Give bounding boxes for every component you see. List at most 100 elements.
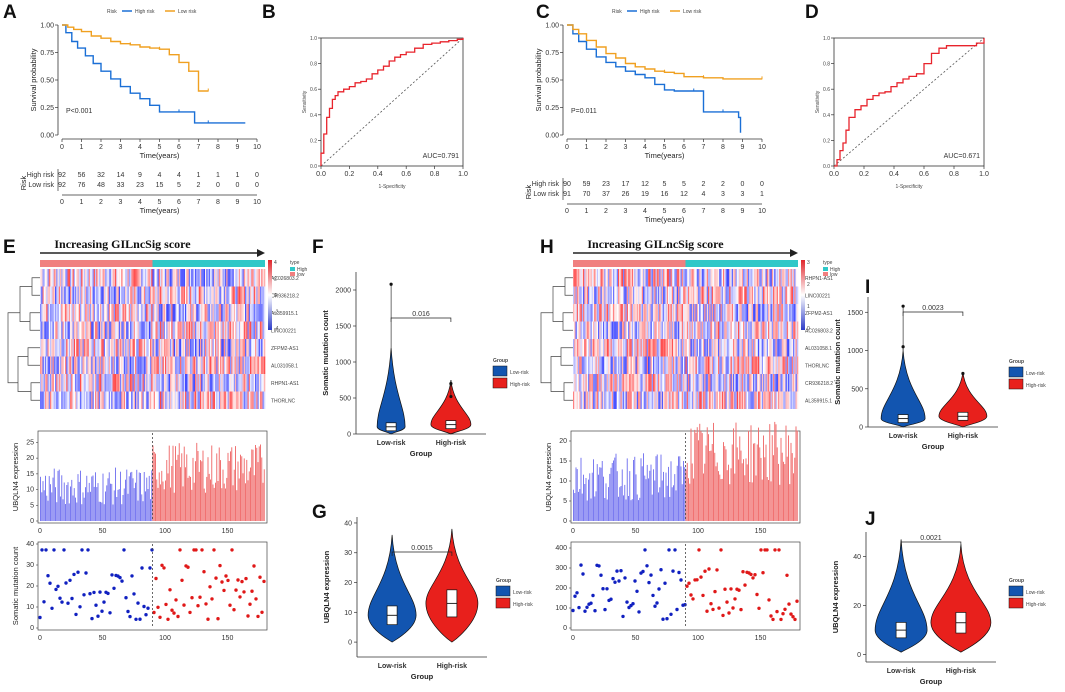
diagonal-reference-line	[320, 37, 464, 167]
heatmap-cell	[791, 339, 794, 357]
heatmap-cell	[629, 269, 631, 287]
heatmap-cell	[228, 356, 231, 374]
heatmap-cell	[91, 304, 93, 322]
heatmap-cell	[107, 321, 110, 339]
heatmap-cell	[660, 286, 663, 304]
heatmap-cell	[788, 321, 790, 339]
heatmap-cell	[116, 286, 118, 304]
heatmap-cell	[768, 286, 770, 304]
expression-bar	[225, 488, 226, 521]
heatmap-cell	[746, 374, 749, 392]
heatmap-cell	[73, 286, 76, 304]
heatmap-cell	[206, 286, 208, 304]
heatmap-cell	[625, 304, 628, 322]
heatmap-cell	[751, 356, 754, 374]
heatmap-cell	[776, 269, 779, 287]
heatmap-cell	[754, 356, 756, 374]
expression-bar	[768, 480, 769, 521]
heatmap-cell	[601, 339, 604, 357]
heatmap-cell	[200, 321, 202, 339]
heatmap-cell	[163, 391, 166, 409]
heatmap-cell	[91, 321, 93, 339]
risk-x-tick-label: 5	[158, 199, 162, 206]
mutation-dot	[224, 574, 228, 578]
heatmap-row-label: AL031058.1	[805, 346, 832, 352]
mutation-dot	[621, 614, 625, 619]
heatmap-cell	[71, 321, 73, 339]
heatmap-cell	[211, 304, 213, 322]
risk-count: 4	[158, 172, 162, 179]
heatmap-cell	[705, 269, 708, 287]
mutation-dot	[88, 592, 92, 596]
heatmap-cell	[590, 269, 593, 287]
expression-bar	[716, 462, 718, 521]
heatmap-cell	[659, 356, 661, 374]
heatmap-cell	[228, 286, 231, 304]
heatmap-cell	[793, 321, 795, 339]
heatmap-cell	[583, 321, 585, 339]
heatmap-cell	[684, 321, 686, 339]
mutation-dot	[579, 563, 583, 567]
mutation-dot	[779, 617, 783, 622]
heatmap-cell	[192, 356, 195, 374]
risk-count: 1	[216, 172, 220, 179]
heatmap-cell	[721, 374, 724, 392]
mutation-dot	[186, 565, 190, 569]
heatmap-cell	[56, 304, 58, 322]
heatmap-cell	[155, 286, 157, 304]
heatmap-cell	[691, 321, 694, 339]
heatmap-cell	[168, 286, 171, 304]
heatmap-cell	[671, 374, 674, 392]
expression-bar	[791, 453, 793, 521]
heatmap-cell	[225, 304, 227, 322]
heatmap-cell	[131, 356, 133, 374]
expression-bar	[775, 424, 777, 521]
heatmap-cell	[128, 339, 131, 357]
heatmap-cell	[118, 269, 121, 287]
heatmap-cell	[741, 286, 744, 304]
heatmap-cell	[780, 356, 783, 374]
heatmap-cell	[88, 374, 91, 392]
heatmap-cell	[198, 269, 201, 287]
heatmap-cell	[212, 304, 215, 322]
heatmap-cell	[703, 269, 705, 287]
heatmap-cell	[690, 286, 693, 304]
heatmap-cell	[120, 304, 122, 322]
heatmap-cell	[218, 321, 221, 339]
heatmap-cells	[573, 269, 799, 409]
heatmap-cell	[241, 321, 243, 339]
type-legend-title: type	[823, 260, 833, 266]
heatmap-cell	[773, 356, 775, 374]
heatmap-cell	[765, 339, 768, 357]
heatmap-cell	[655, 374, 658, 392]
expression-bar	[626, 458, 628, 521]
heatmap-cell	[90, 286, 92, 304]
heatmap-cell	[605, 304, 608, 322]
heatmap-cell	[162, 286, 165, 304]
heatmap-cell	[744, 286, 746, 304]
heatmap-cell	[661, 286, 664, 304]
heatmap-cell	[680, 269, 683, 287]
heatmap-cell	[724, 391, 726, 409]
expression-bar	[203, 488, 205, 521]
heatmap-cell	[162, 391, 165, 409]
heatmap-cell	[635, 391, 638, 409]
heatmap-cell	[603, 304, 605, 322]
heatmap-cell	[775, 374, 778, 392]
heatmap-cell	[640, 356, 643, 374]
heatmap-cell	[629, 304, 631, 322]
heatmap-row-label: AC026803.2	[271, 276, 299, 282]
expression-bar	[223, 483, 225, 521]
heatmap-cell	[598, 286, 600, 304]
violin-high-risk	[930, 544, 992, 653]
scale-tick-label: 4	[274, 260, 277, 266]
heatmap-cell	[719, 304, 721, 322]
heatmap-cell	[595, 391, 598, 409]
heatmap-cell	[683, 374, 685, 392]
heatmap-cell	[136, 304, 138, 322]
heatmap-cell	[155, 321, 157, 339]
heatmap-cell	[208, 321, 211, 339]
heatmap-cell	[253, 269, 256, 287]
expression-bar	[730, 468, 732, 521]
expression-bar	[616, 471, 618, 521]
